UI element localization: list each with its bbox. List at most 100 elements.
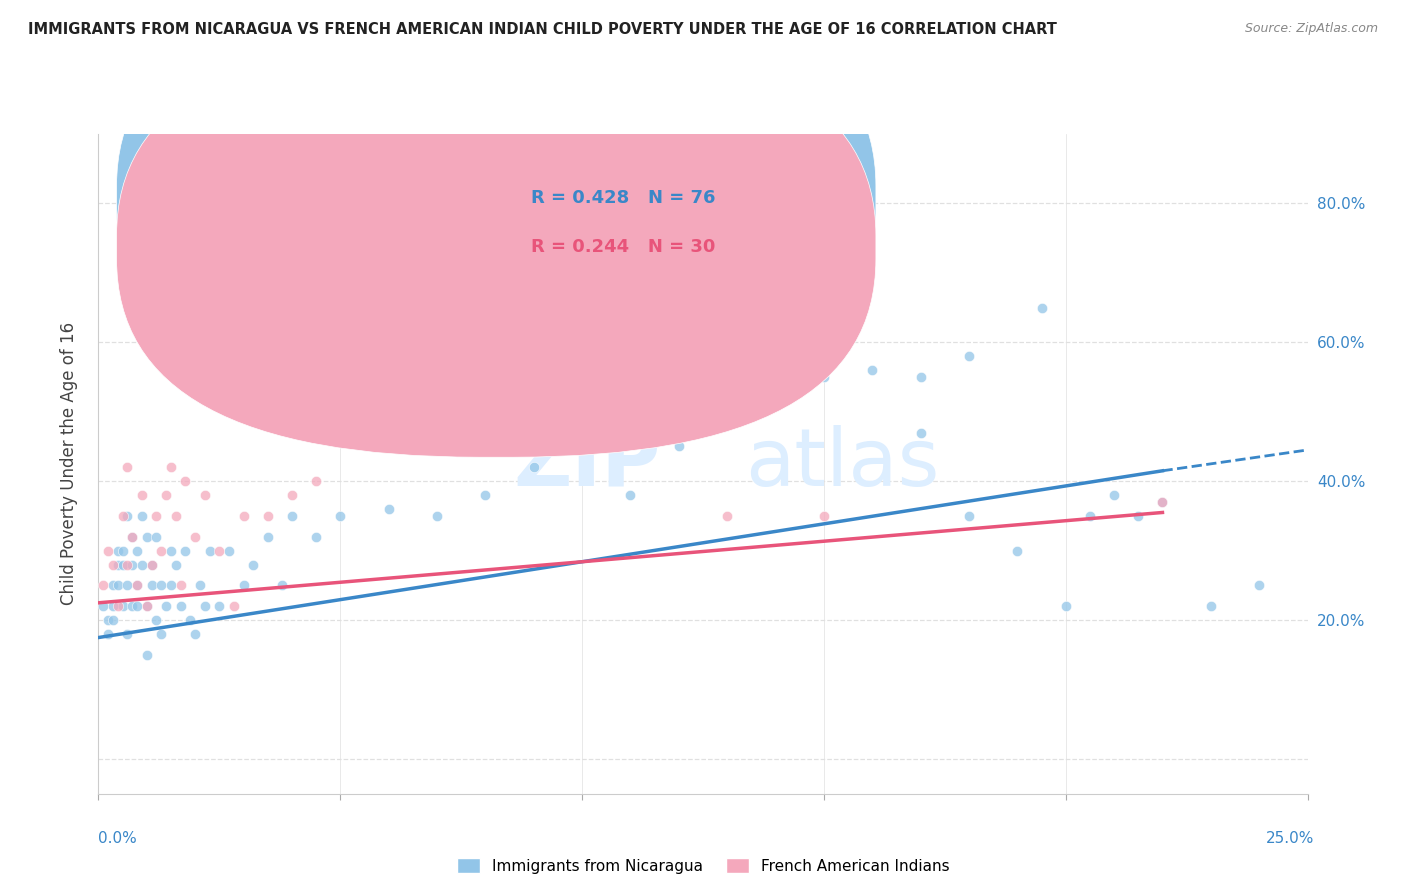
Point	[145, 613, 167, 627]
Point	[256, 508, 278, 523]
Point	[1199, 599, 1222, 614]
Legend: Immigrants from Nicaragua, French American Indians: Immigrants from Nicaragua, French Americ…	[450, 852, 956, 880]
Point	[160, 543, 183, 558]
Point	[127, 578, 149, 592]
Point	[474, 488, 496, 502]
Point	[184, 627, 207, 641]
Point	[1152, 495, 1174, 509]
Point	[111, 508, 134, 523]
Point	[329, 508, 352, 523]
Point	[174, 543, 197, 558]
Point	[107, 543, 129, 558]
Point	[194, 599, 217, 614]
Point	[135, 599, 157, 614]
Point	[121, 530, 143, 544]
Point	[813, 508, 835, 523]
FancyBboxPatch shape	[437, 167, 800, 312]
Text: 25.0%: 25.0%	[1267, 831, 1315, 846]
Text: IMMIGRANTS FROM NICARAGUA VS FRENCH AMERICAN INDIAN CHILD POVERTY UNDER THE AGE : IMMIGRANTS FROM NICARAGUA VS FRENCH AMER…	[28, 22, 1057, 37]
Point	[169, 599, 191, 614]
Point	[184, 530, 207, 544]
Point	[107, 578, 129, 592]
Point	[97, 613, 120, 627]
Point	[101, 558, 124, 572]
Point	[1249, 578, 1271, 592]
Point	[571, 418, 593, 433]
Point	[377, 502, 399, 516]
Point	[860, 363, 883, 377]
FancyBboxPatch shape	[117, 37, 876, 458]
Point	[1128, 508, 1150, 523]
Point	[179, 613, 201, 627]
Point	[668, 440, 690, 454]
Point	[957, 508, 980, 523]
Point	[155, 599, 177, 614]
Point	[135, 599, 157, 614]
Point	[813, 370, 835, 384]
Point	[131, 508, 153, 523]
Point	[957, 349, 980, 363]
Point	[117, 578, 139, 592]
Point	[208, 599, 231, 614]
Point	[271, 578, 294, 592]
Point	[107, 599, 129, 614]
Point	[97, 543, 120, 558]
Point	[141, 578, 163, 592]
Point	[127, 578, 149, 592]
Point	[117, 460, 139, 475]
Point	[107, 558, 129, 572]
Text: R = 0.428   N = 76: R = 0.428 N = 76	[531, 189, 716, 207]
Point	[101, 613, 124, 627]
Point	[101, 578, 124, 592]
Point	[111, 599, 134, 614]
Point	[145, 530, 167, 544]
Point	[121, 530, 143, 544]
Point	[281, 508, 304, 523]
Point	[194, 488, 217, 502]
Point	[1152, 495, 1174, 509]
Point	[131, 488, 153, 502]
Point	[91, 578, 114, 592]
Point	[91, 599, 114, 614]
Point	[127, 543, 149, 558]
Point	[765, 349, 787, 363]
Point	[160, 578, 183, 592]
Point	[222, 599, 245, 614]
Text: 0.0%: 0.0%	[98, 831, 138, 846]
Point	[426, 508, 449, 523]
Point	[141, 558, 163, 572]
Point	[141, 558, 163, 572]
Point	[188, 578, 211, 592]
Point	[281, 488, 304, 502]
Point	[523, 460, 546, 475]
Point	[165, 508, 187, 523]
Point	[150, 627, 173, 641]
Point	[716, 405, 738, 419]
Point	[117, 558, 139, 572]
Point	[121, 558, 143, 572]
Point	[305, 530, 328, 544]
Point	[111, 558, 134, 572]
Point	[1078, 508, 1101, 523]
Y-axis label: Child Poverty Under the Age of 16: Child Poverty Under the Age of 16	[59, 322, 77, 606]
Point	[1054, 599, 1077, 614]
Point	[198, 543, 221, 558]
Point	[218, 543, 240, 558]
Point	[127, 599, 149, 614]
Point	[232, 578, 254, 592]
Point	[135, 530, 157, 544]
Point	[910, 425, 932, 440]
Point	[1031, 301, 1053, 315]
Point	[305, 474, 328, 488]
Point	[117, 627, 139, 641]
Point	[150, 543, 173, 558]
Point	[160, 460, 183, 475]
Point	[145, 508, 167, 523]
Point	[117, 508, 139, 523]
FancyBboxPatch shape	[117, 0, 876, 408]
Point	[174, 474, 197, 488]
Point	[169, 578, 191, 592]
Text: Source: ZipAtlas.com: Source: ZipAtlas.com	[1244, 22, 1378, 36]
Point	[165, 558, 187, 572]
Point	[121, 599, 143, 614]
